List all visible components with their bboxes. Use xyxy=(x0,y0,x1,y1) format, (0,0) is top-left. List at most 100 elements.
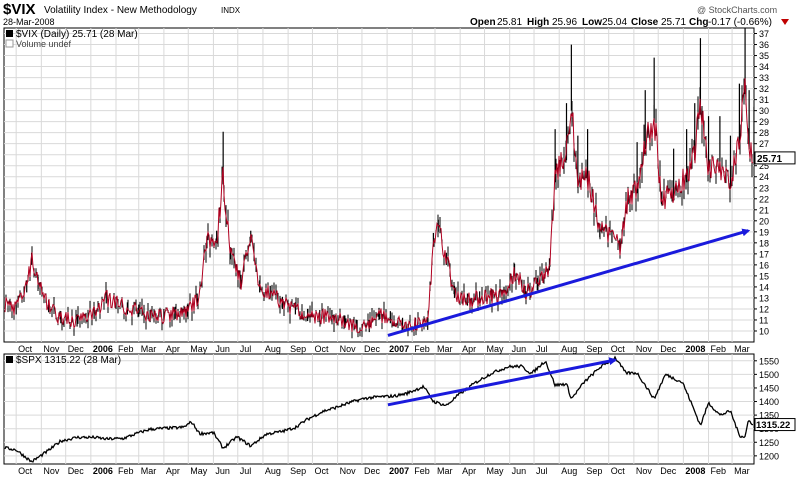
vix-x-axis: Oct Nov Dec 2006 Feb Mar Apr May Jun Jul Aug Sep Oct… xyxy=(18,344,749,354)
vix-x-tick-label: Nov xyxy=(43,344,60,354)
vix-last-value: 25.71 xyxy=(754,151,796,165)
chart-date: 28-Mar-2008 xyxy=(3,17,55,27)
spx-y-tick-label: 1250 xyxy=(759,438,779,448)
chg-value: -0.17 (-0.66%) xyxy=(708,17,772,28)
vix-x-tick-label: Mar xyxy=(437,344,453,354)
spx-y-tick-label: 1400 xyxy=(759,397,779,407)
copyright: @ StockCharts.com xyxy=(697,5,777,15)
vix-x-tick-label: Apr xyxy=(166,344,180,354)
vix-x-tick-label: Jun xyxy=(215,344,230,354)
vix-y-tick-label: 24 xyxy=(759,172,769,182)
vix-x-tick-label: Aug xyxy=(265,344,281,354)
low-value: 25.04 xyxy=(602,17,627,28)
low-label: Low xyxy=(582,17,602,28)
vix-x-tick-label: Nov xyxy=(340,344,357,354)
vix-y-tick-label: 30 xyxy=(759,106,769,116)
vix-y-tick-label: 27 xyxy=(759,139,769,149)
vix-y-tick-label: 20 xyxy=(759,216,769,226)
vix-legend-text: $VIX (Daily) 25.71 (28 Mar) xyxy=(16,29,138,40)
spx-x-tick-label: Jun xyxy=(215,466,230,476)
volume-legend-text: Volume undef xyxy=(16,39,72,49)
spx-x-tick-label: Nov xyxy=(43,466,60,476)
spx-y-tick-label: 1350 xyxy=(759,411,779,421)
vix-y-tick-label: 18 xyxy=(759,238,769,248)
spx-x-tick-label: Aug xyxy=(561,466,577,476)
vix-y-tick-label: 34 xyxy=(759,62,769,72)
spx-legend-text: $SPX 1315.22 (28 Mar) xyxy=(16,355,121,366)
vix-y-tick-label: 22 xyxy=(759,194,769,204)
spx-y-axis: 12001250130013501400145015001550 xyxy=(754,356,779,461)
spx-y-tick-label: 1200 xyxy=(759,451,779,461)
vix-y-tick-label: 25 xyxy=(759,161,769,171)
spx-x-tick-label: Sep xyxy=(586,466,602,476)
vix-y-tick-label: 28 xyxy=(759,128,769,138)
vix-y-tick-label: 31 xyxy=(759,95,769,105)
vix-x-tick-label: Jul xyxy=(536,344,548,354)
spx-x-tick-label: Oct xyxy=(611,466,626,476)
vix-x-tick-label: Feb xyxy=(118,344,134,354)
vix-x-tick-label: Oct xyxy=(314,344,329,354)
vix-y-tick-label: 33 xyxy=(759,73,769,83)
spx-x-tick-label: Oct xyxy=(18,466,33,476)
vix-x-tick-label: 2006 xyxy=(93,344,113,354)
vix-trend-arrow xyxy=(387,228,751,337)
vix-x-tick-label: Oct xyxy=(611,344,626,354)
close-label: Close xyxy=(631,17,659,28)
vix-x-tick-label: Dec xyxy=(364,344,381,354)
vix-x-tick-label: Dec xyxy=(660,344,677,354)
vix-last-value-label: 25.71 xyxy=(757,154,782,165)
spx-series-line xyxy=(4,355,754,463)
high-label: High xyxy=(527,17,549,28)
down-triangle-icon xyxy=(781,19,789,25)
vix-y-tick-label: 11 xyxy=(759,315,768,325)
chart-header: $VIX Volatility Index - New Methodology … xyxy=(3,1,789,28)
spx-x-tick-label: Apr xyxy=(166,466,180,476)
vix-x-tick-label: Jun xyxy=(512,344,527,354)
vix-x-tick-label: Apr xyxy=(462,344,476,354)
vix-x-tick-label: May xyxy=(487,344,505,354)
spx-x-tick-label: Jun xyxy=(512,466,527,476)
spx-x-tick-label: Nov xyxy=(636,466,653,476)
spx-x-tick-label: 2008 xyxy=(685,466,705,476)
vix-x-tick-label: Mar xyxy=(734,344,750,354)
spx-last-value-label: 1315.22 xyxy=(756,420,790,431)
vix-y-tick-label: 29 xyxy=(759,117,769,127)
vix-x-tick-label: Jul xyxy=(240,344,252,354)
vix-y-axis: 1011121314151617181920212223242526272829… xyxy=(754,29,769,336)
spx-x-tick-label: Feb xyxy=(711,466,727,476)
spx-x-tick-label: Dec xyxy=(660,466,677,476)
vix-y-tick-label: 12 xyxy=(759,304,769,314)
volume-legend-swatch-icon xyxy=(5,39,14,48)
vix-x-tick-label: Feb xyxy=(711,344,727,354)
vix-legend: $VIX (Daily) 25.71 (28 Mar) Volume undef xyxy=(5,29,138,49)
vix-y-tick-label: 13 xyxy=(759,293,769,303)
vix-x-tick-label: 2007 xyxy=(389,344,409,354)
spx-y-tick-label: 1450 xyxy=(759,383,779,393)
vix-x-tick-label: Sep xyxy=(290,344,306,354)
spx-x-tick-label: Nov xyxy=(340,466,357,476)
open-value: 25.81 xyxy=(497,17,522,28)
spx-x-tick-label: Feb xyxy=(118,466,134,476)
vix-x-tick-label: Mar xyxy=(141,344,157,354)
chg-label: Chg xyxy=(689,17,708,28)
spx-legend: $SPX 1315.22 (28 Mar) xyxy=(6,355,121,366)
vix-x-tick-label: Aug xyxy=(561,344,577,354)
spx-grid xyxy=(4,354,754,464)
spx-x-axis: Oct Nov Dec 2006 Feb Mar Apr May Jun Jul Aug Sep Oct… xyxy=(18,466,749,476)
spx-last-value: 1315.22 xyxy=(754,418,796,432)
close-value: 25.71 xyxy=(661,17,686,28)
vix-y-tick-label: 14 xyxy=(759,282,769,292)
spx-legend-swatch-icon xyxy=(6,356,13,363)
vix-grid xyxy=(4,28,754,342)
spx-x-tick-label: 2007 xyxy=(389,466,409,476)
spx-x-tick-label: Sep xyxy=(290,466,306,476)
spx-x-tick-label: Feb xyxy=(414,466,430,476)
vix-panel-frame xyxy=(3,27,755,343)
spx-x-tick-label: Aug xyxy=(265,466,281,476)
vix-y-tick-label: 37 xyxy=(759,29,769,39)
vix-y-tick-label: 32 xyxy=(759,84,769,94)
spx-x-tick-label: Apr xyxy=(462,466,476,476)
vix-x-tick-label: Sep xyxy=(586,344,602,354)
spx-x-tick-label: Mar xyxy=(141,466,157,476)
